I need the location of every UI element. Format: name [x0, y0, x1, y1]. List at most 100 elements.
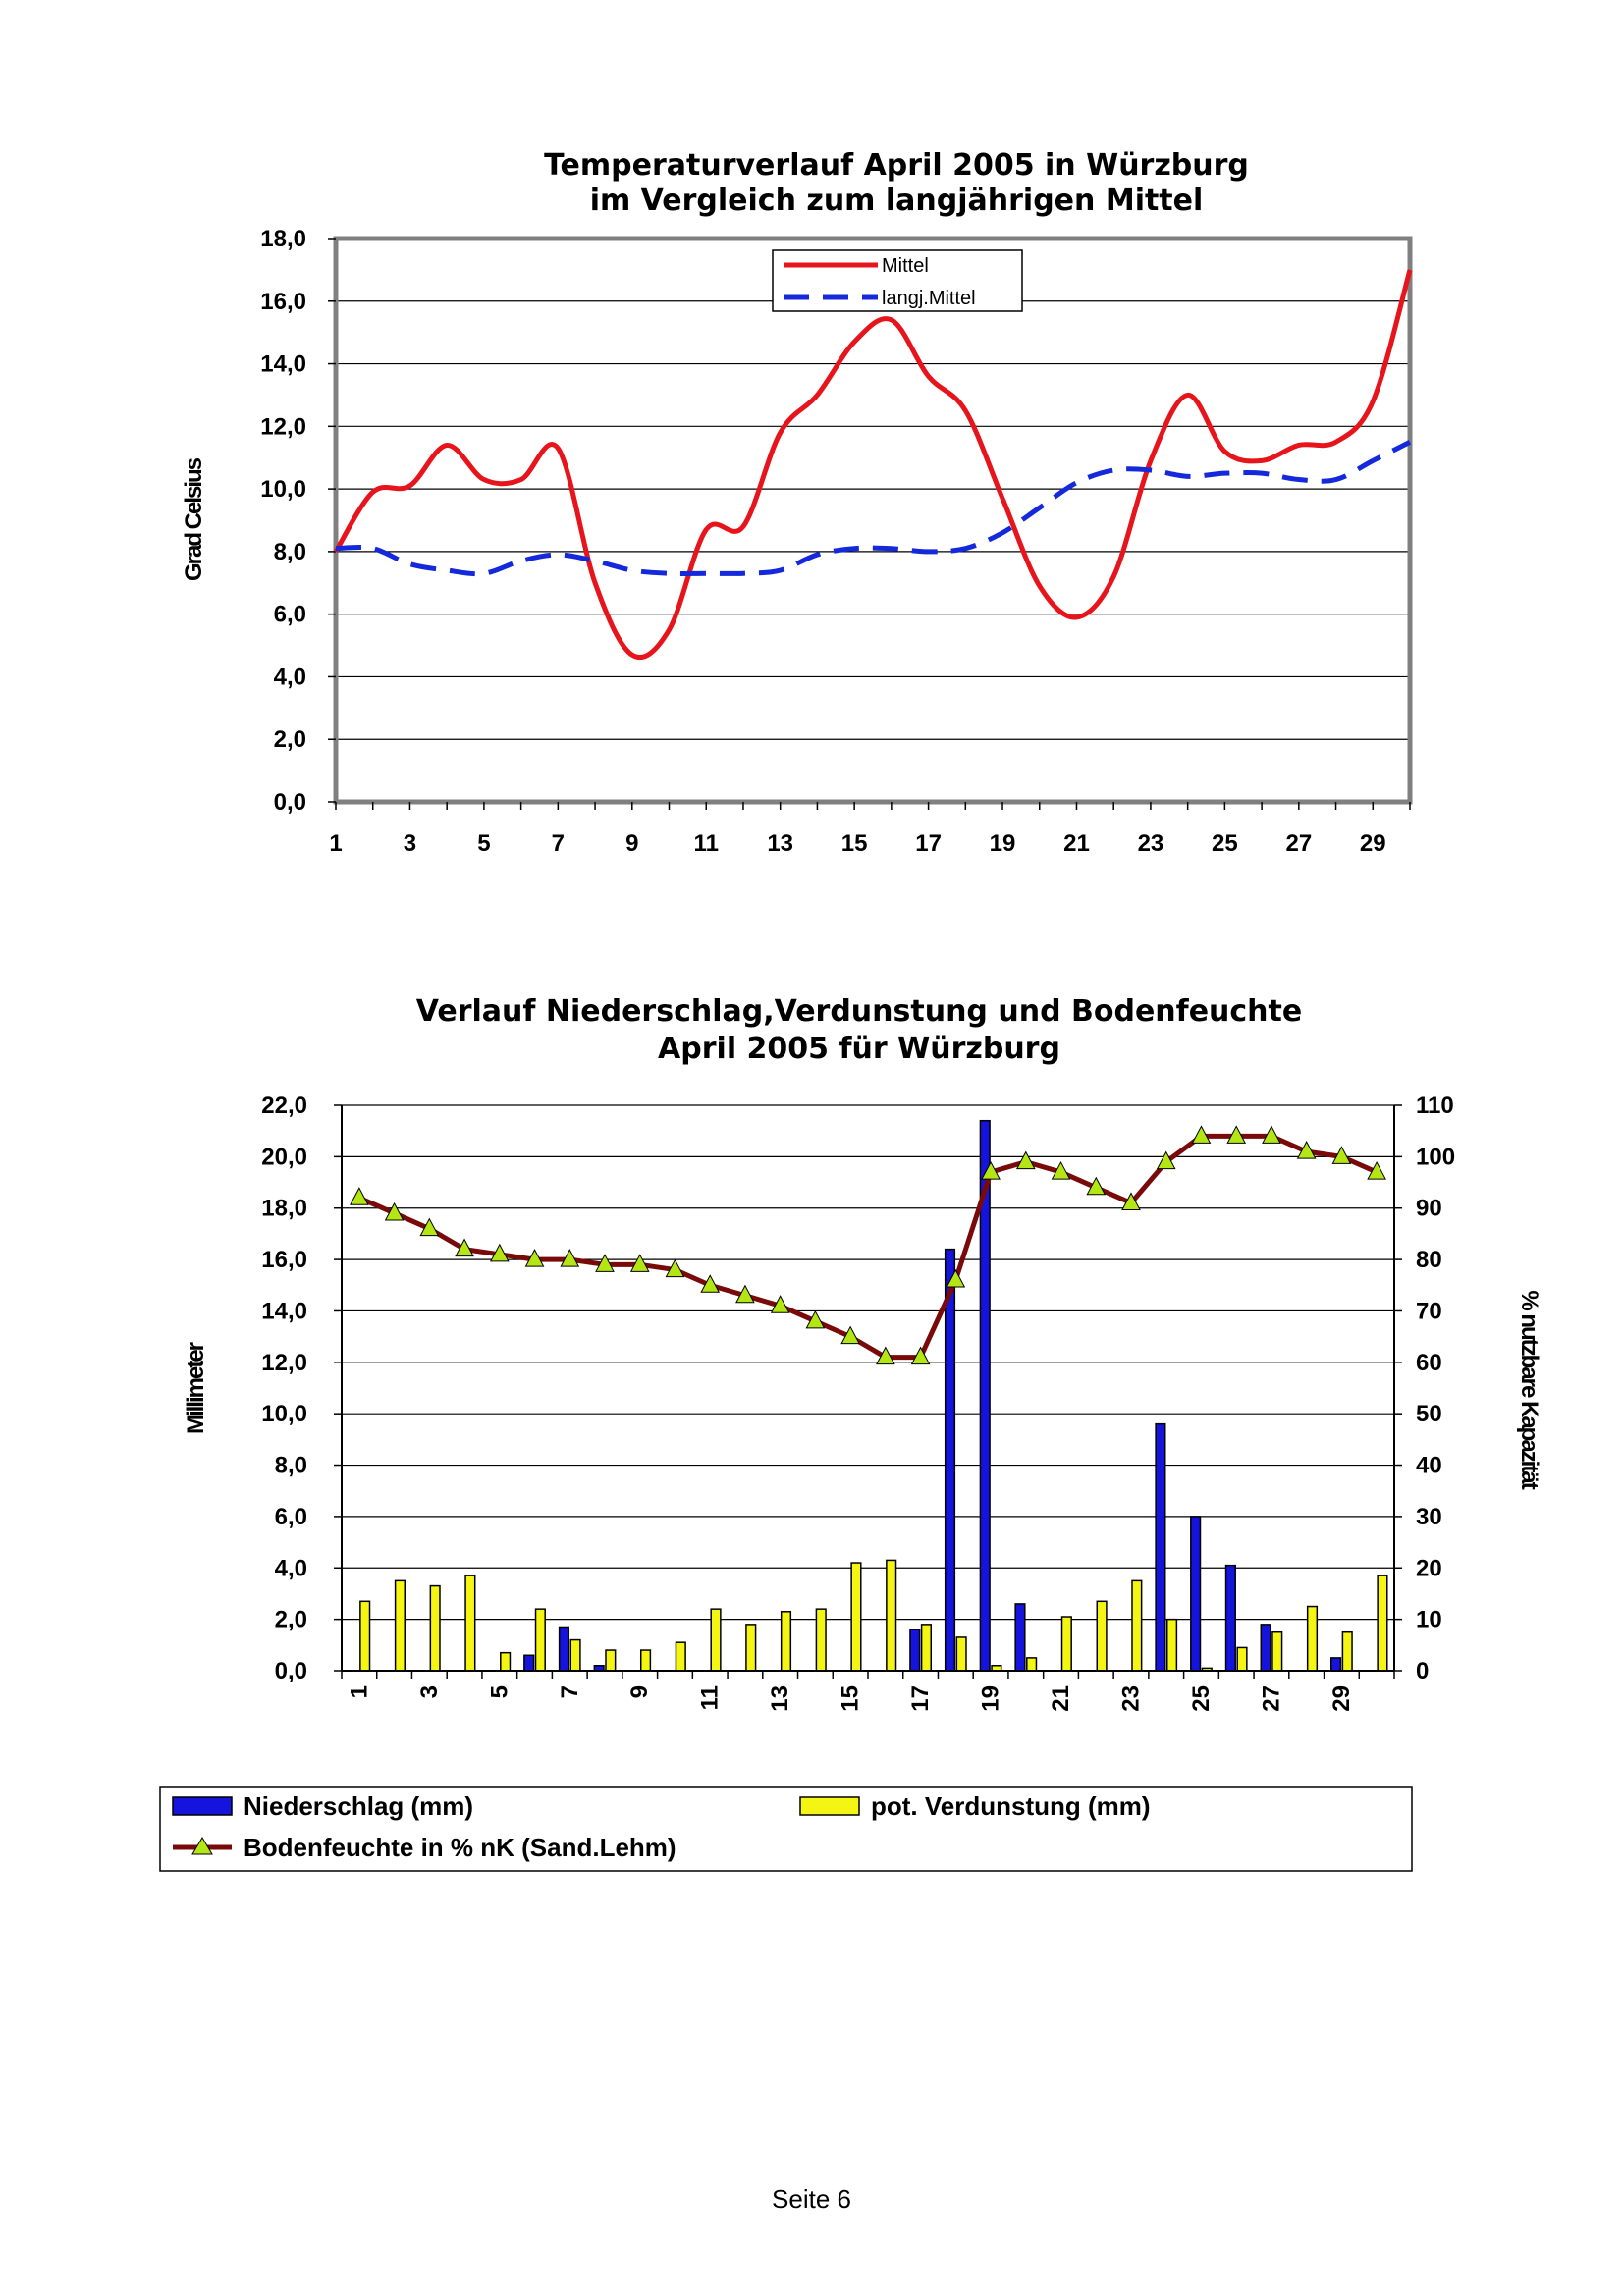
temperature-x-tick-label: 3	[404, 830, 416, 857]
bodenfeuchte-marker	[1226, 1125, 1247, 1144]
precipitation-x-tick-label: 25	[1188, 1685, 1215, 1712]
verdunstung-bar	[1341, 1630, 1353, 1672]
temperature-y-tick-label: 10,0	[260, 476, 306, 503]
temperature-y-tick-label: 18,0	[260, 226, 306, 252]
legend-label-langj-mittel: langj.Mittel	[882, 288, 976, 309]
temperature-x-tick-label: 7	[552, 830, 565, 857]
precipitation-y2-tick-label: 20	[1416, 1555, 1442, 1581]
niederschlag-bar	[558, 1626, 570, 1672]
legend-label-bodenfeuchte: Bodenfeuchte in % nK (Sand.Lehm)	[243, 1833, 676, 1862]
niederschlag-bar	[1330, 1657, 1342, 1672]
verdunstung-bar	[675, 1641, 686, 1672]
temperature-x-tick-label: 21	[1063, 830, 1090, 857]
precipitation-y-tick-label: 22,0	[261, 1093, 307, 1119]
verdunstung-bar	[605, 1649, 617, 1672]
verdunstung-bar	[710, 1608, 722, 1672]
precipitation-y-tick-label: 2,0	[275, 1607, 307, 1633]
niederschlag-bar	[909, 1629, 921, 1672]
bodenfeuchte-marker	[700, 1274, 721, 1293]
page-footer: Seite 6	[772, 2184, 851, 2214]
precipitation-x-tick-label: 27	[1258, 1685, 1284, 1712]
verdunstung-bar	[850, 1562, 862, 1672]
legend-label-niederschlag: Niederschlag (mm)	[243, 1791, 473, 1821]
precipitation-chart-title-line1: Verlauf Niederschlag,Verdunstung und Bod…	[416, 994, 1302, 1029]
precipitation-y-tick-label: 8,0	[275, 1453, 307, 1479]
temperature-y-tick-label: 12,0	[260, 413, 306, 440]
precipitation-y-axis-label: Millimeter	[183, 1342, 209, 1434]
verdunstung-bar	[534, 1608, 546, 1672]
precipitation-y-tick-label: 14,0	[261, 1298, 307, 1324]
bodenfeuchte-marker	[524, 1249, 545, 1267]
temperature-y-tick-label: 0,0	[274, 789, 306, 816]
temperature-y-tick-label: 6,0	[274, 602, 306, 628]
temperature-x-tick-label: 15	[841, 830, 868, 857]
temperature-y-ticks: 0,0 2,0 4,0 6,0 8,0 10,0 12,0 14,0 16,0 18,0	[260, 226, 336, 816]
bodenfeuchte-marker	[1262, 1125, 1281, 1144]
bodenfeuchte-marker	[946, 1268, 966, 1288]
verdunstung-bar	[815, 1608, 827, 1672]
legend-swatch-niederschlag	[172, 1796, 233, 1816]
bodenfeuchte-marker	[981, 1161, 1001, 1180]
precipitation-y-tick-label: 12,0	[261, 1350, 307, 1376]
niederschlag-bar	[1260, 1624, 1271, 1672]
precipitation-chart: Verlauf Niederschlag,Verdunstung und Bod…	[159, 994, 1542, 1872]
verdunstung-bar	[1096, 1600, 1108, 1672]
verdunstung-bar	[1165, 1618, 1178, 1672]
precipitation-y-tick-label: 10,0	[261, 1401, 307, 1427]
verdunstung-bar	[1131, 1579, 1143, 1672]
bodenfeuchte-marker	[350, 1187, 369, 1205]
precipitation-x-tick-label: 13	[767, 1685, 793, 1712]
temperature-x-tick-label: 17	[915, 830, 942, 857]
precipitation-y2-tick-label: 70	[1416, 1298, 1442, 1324]
precipitation-legend: Niederschlag (mm) pot. Verdunstung (mm) …	[159, 1786, 1413, 1872]
temperature-x-tick-label: 25	[1212, 830, 1238, 857]
temperature-plot-frame	[333, 236, 1413, 805]
bodenfeuchte-marker	[1191, 1125, 1212, 1144]
temperature-x-tick-label: 13	[767, 830, 793, 857]
bodenfeuchte-marker	[910, 1346, 931, 1365]
precipitation-x-ticks: 1 3 5 7 9 11 13 15 17 19 21 23 25 27 29	[341, 1671, 1395, 1712]
temperature-x-ticks: 1 3 5 7 9 11 13 15 17 19 21 23 25 27 29	[329, 802, 1411, 857]
precipitation-y2-tick-label: 50	[1416, 1401, 1442, 1427]
precipitation-y2-tick-label: 90	[1416, 1196, 1442, 1222]
bodenfeuchte-marker	[805, 1309, 826, 1329]
precipitation-y-tick-label: 16,0	[261, 1247, 307, 1273]
verdunstung-bar	[920, 1624, 932, 1672]
bodenfeuchte-marker	[384, 1201, 405, 1221]
precipitation-y2-tick-label: 0	[1416, 1658, 1429, 1684]
precipitation-x-tick-label: 15	[838, 1685, 864, 1712]
niederschlag-bar	[944, 1248, 956, 1672]
niederschlag-bar	[1190, 1516, 1202, 1672]
precipitation-x-tick-label: 17	[907, 1685, 934, 1712]
bodenfeuchte-marker	[455, 1238, 474, 1257]
precipitation-x-tick-label: 29	[1328, 1685, 1355, 1712]
legend-label-verdunstung: pot. Verdunstung (mm)	[871, 1791, 1151, 1821]
verdunstung-bar	[886, 1559, 897, 1672]
verdunstung-bar	[639, 1649, 652, 1672]
precipitation-x-tick-label: 11	[697, 1685, 724, 1710]
bodenfeuchte-marker	[595, 1254, 615, 1272]
temperature-x-tick-label: 9	[625, 830, 638, 857]
bodenfeuchte-marker	[489, 1243, 510, 1262]
temperature-x-tick-label: 19	[990, 830, 1016, 857]
precipitation-y-tick-label: 4,0	[275, 1555, 307, 1581]
temperature-y-tick-label: 14,0	[260, 351, 306, 378]
precipitation-x-tick-label: 7	[557, 1685, 583, 1698]
bodenfeuchte-marker	[1051, 1161, 1071, 1180]
temperature-legend-box	[772, 249, 1023, 312]
precipitation-y2-tick-label: 60	[1416, 1350, 1442, 1376]
bodenfeuchte-marker	[1015, 1150, 1036, 1170]
bodenfeuchte-marker	[876, 1346, 895, 1365]
bodenfeuchte-marker	[629, 1254, 650, 1272]
precipitation-y-tick-label: 20,0	[261, 1144, 307, 1170]
bodenfeuchte-marker	[735, 1284, 755, 1304]
verdunstung-bar	[955, 1636, 967, 1672]
bodenfeuchte-marker	[840, 1325, 860, 1345]
verdunstung-bar	[394, 1579, 406, 1672]
bodenfeuchte-marker	[665, 1258, 685, 1278]
verdunstung-bar	[429, 1584, 441, 1672]
bodenfeuchte-marker	[1121, 1192, 1141, 1210]
bodenfeuchte-marker	[1367, 1161, 1386, 1180]
precipitation-y2-axis-label: % nutzbare Kapazität	[1516, 1290, 1542, 1489]
verdunstung-bar	[359, 1600, 371, 1672]
